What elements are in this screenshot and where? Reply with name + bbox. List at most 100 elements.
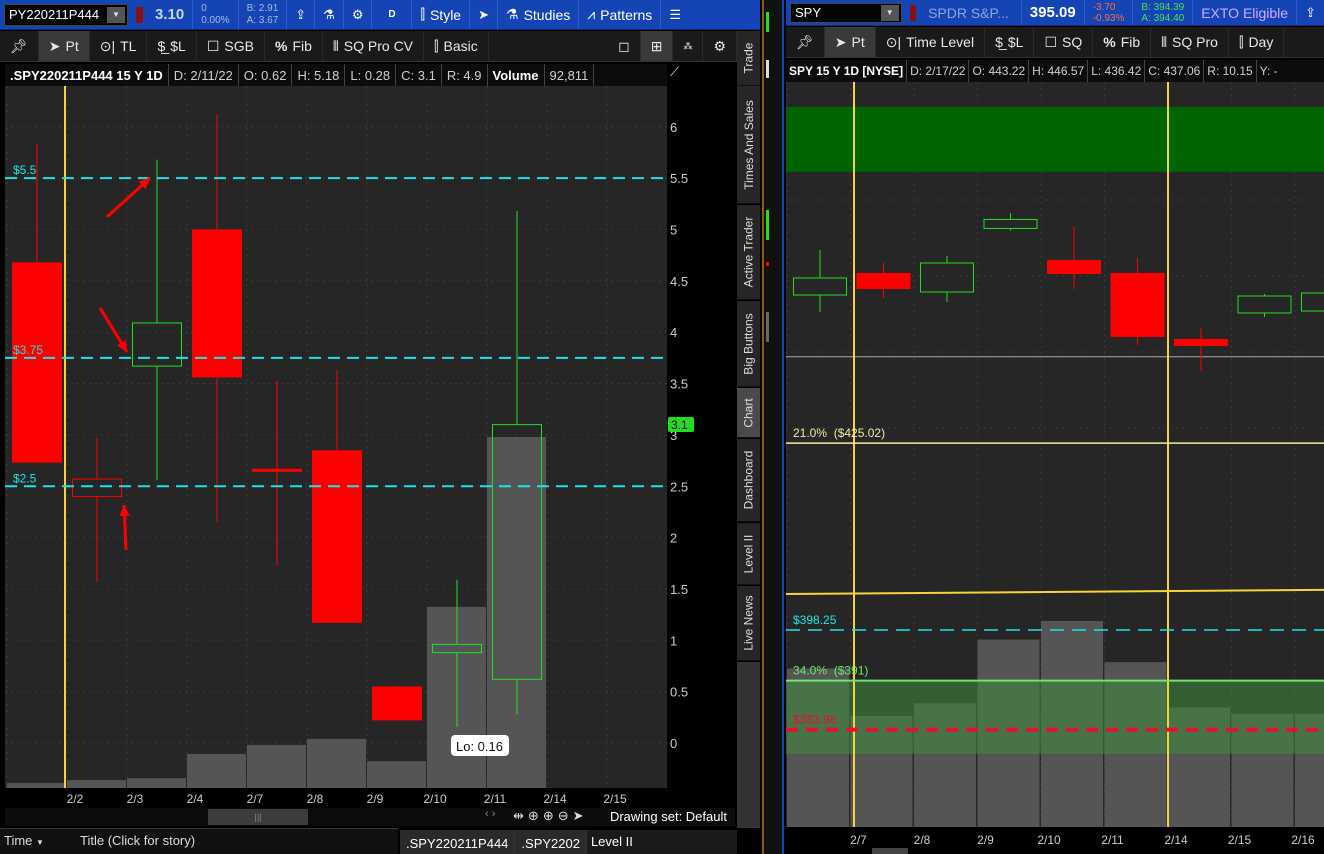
x-tick-label: 2/11 <box>484 792 507 806</box>
side-tab-live-news[interactable]: Live News <box>737 586 760 661</box>
volume-bar <box>247 744 306 788</box>
pan-icon[interactable]: ⇹ <box>513 808 528 823</box>
scroll-arrows[interactable]: ‹ › <box>485 808 496 820</box>
tool-pointer[interactable]: ➤ Pt <box>824 27 876 57</box>
cursor-icon[interactable]: ➤ <box>572 808 588 823</box>
tool-time-level[interactable]: ⊙| Time Level <box>876 27 986 57</box>
share-icon[interactable]: ⇪ <box>1305 4 1316 20</box>
share-icon[interactable]: ⇪ <box>287 0 316 29</box>
right-price-chart[interactable]: 21.0% ($425.02) $398.25 34.0% ($391) $383.9… <box>786 82 1324 854</box>
exto-eligible: EXTO Eligible <box>1193 0 1298 25</box>
studies-button[interactable]: ⚗ Studies <box>498 0 580 29</box>
flag-icon[interactable] <box>136 6 143 23</box>
red-arrow-head-icon <box>138 178 150 190</box>
volume-bar <box>367 761 426 788</box>
sync-icon[interactable]: ⁂ <box>673 31 704 61</box>
side-tab-dashboard[interactable]: Dashboard <box>737 439 760 522</box>
side-tab-big-buttons[interactable]: Big Buttons <box>737 301 760 387</box>
pin-icon[interactable]: 📌︎ <box>786 27 825 57</box>
symbol-input[interactable]: PY220211P444 ▼ <box>4 3 128 26</box>
style-button[interactable]: ⫿ Style <box>412 0 471 29</box>
gear-icon[interactable]: ⚙ <box>344 0 373 29</box>
indicator-mark <box>766 262 769 266</box>
crosshair-icon[interactable]: ⊕ <box>527 808 543 823</box>
candle-body <box>372 686 422 721</box>
tool-sgb[interactable]: ☐ SGB <box>197 31 265 61</box>
tubes-icon: ⫴ <box>332 37 339 54</box>
candle-body <box>12 262 62 463</box>
change-value: -3.70 <box>1092 1 1116 13</box>
trend-line <box>786 588 1324 596</box>
candle-body <box>1301 292 1324 312</box>
aggregation-button[interactable]: D <box>372 0 413 29</box>
tool-fib[interactable]: % Fib <box>265 31 323 61</box>
right-header: SPY ▼ SPDR S&P... 395.09 -3.70 -0.93% B: 3… <box>786 0 1324 26</box>
side-tab-level-ii[interactable]: Level II <box>737 523 760 585</box>
cursor-button[interactable]: ➤ <box>470 0 498 29</box>
indicator-mark <box>766 312 769 342</box>
news-time-column[interactable]: Time ▼ <box>4 833 44 848</box>
flag-icon[interactable] <box>909 4 917 21</box>
tool-sq[interactable]: ☐ SQ <box>1034 27 1094 57</box>
price-level-label: $398.25 <box>793 613 837 627</box>
info-low: L: 436.42 <box>1088 60 1146 82</box>
left-price-chart[interactable]: 0 0.5 1 1.5 2 2.5 3 3.5 4 4.5 5 5.5 6 2/2 2/3 2/4 2/7 2/8… <box>0 86 737 806</box>
tool-pointer[interactable]: ➤ Pt <box>38 31 90 61</box>
last-price-badge-text: 3.1 <box>671 418 688 432</box>
tool-fib[interactable]: % Fib <box>1093 27 1152 57</box>
info-extra: Y: - <box>1259 64 1278 78</box>
horizontal-scrollbar[interactable]: ||| ‹ › ⇹⊕⊕⊖➤ Drawing set: Default <box>5 808 735 826</box>
info-range: R: 4.9 <box>442 64 488 86</box>
chart-style-icon[interactable]: ⟋ <box>670 64 680 79</box>
tool-sq-pro[interactable]: ⫴ SQ Pro <box>1151 27 1229 57</box>
info-close: C: 437.06 <box>1145 60 1205 82</box>
rectangle-icon: ☐ <box>206 37 220 54</box>
zoom-controls[interactable]: ⇹⊕⊕⊖➤ <box>513 808 588 824</box>
x-tick-label: 2/9 <box>367 792 384 806</box>
chevron-down-icon[interactable]: ▼ <box>107 6 125 23</box>
side-tab-chart[interactable]: Chart <box>737 388 760 438</box>
zoom-out-icon[interactable]: ⊖ <box>557 808 573 823</box>
candle-body <box>1237 295 1292 314</box>
x-tick-label: 2/10 <box>423 792 447 806</box>
news-title-column[interactable]: Title (Click for story) <box>80 833 196 848</box>
tool-price-level[interactable]: $̲ $L <box>147 31 197 61</box>
bid: B: 394.39 <box>1141 1 1185 13</box>
bottom-tab[interactable]: .SPY2202 <box>515 830 587 854</box>
side-tab-active-trader[interactable]: Active Trader <box>737 205 760 300</box>
symbol-input[interactable]: SPY ▼ <box>790 2 902 23</box>
price-level-label: $5.5 <box>13 163 37 177</box>
price-level-label: $383.98 <box>793 713 837 727</box>
indicator-mark <box>766 60 769 78</box>
chevron-down-icon[interactable]: ▼ <box>880 4 899 21</box>
tool-day[interactable]: ⫿ Day <box>1229 27 1285 57</box>
patterns-button[interactable]: ⩘ Patterns <box>579 0 662 29</box>
tool-basic[interactable]: ⫿ Basic <box>424 31 489 61</box>
price-level-label: $3.75 <box>13 343 43 357</box>
flask-icon[interactable]: ⚗ <box>315 0 344 29</box>
bottom-tab[interactable]: Level II <box>590 834 633 849</box>
scroll-thumb[interactable]: ||| <box>208 809 308 825</box>
drawing-set-selector[interactable]: Drawing set: Default <box>609 809 727 824</box>
single-layout-icon[interactable]: ◻ <box>608 31 641 61</box>
volume-value: 92,811 <box>545 64 595 86</box>
gear-icon[interactable]: ⚙ <box>703 31 737 61</box>
flask-icon: ⚗ <box>506 6 519 22</box>
zoom-in-icon[interactable]: ⊕ <box>542 808 558 823</box>
side-tab-times-and-sales[interactable]: Times And Sales <box>737 86 760 204</box>
tool-trendline[interactable]: ⊙| TL <box>90 31 148 61</box>
side-tab-trade[interactable]: Trade <box>737 31 760 86</box>
grid-layout-icon[interactable]: ⊞ <box>640 31 674 61</box>
price-level-label: 21.0% ($425.02) <box>793 426 885 440</box>
menu-icon[interactable]: ☰ <box>669 6 681 22</box>
bottom-tab[interactable]: .SPY220211P444 <box>400 830 516 854</box>
tab-label: Big Buttons <box>741 312 756 375</box>
pin-icon[interactable]: 📌︎ <box>0 31 39 61</box>
tool-sq-pro-cv[interactable]: ⫴ SQ Pro CV <box>323 31 425 61</box>
info-date: D: 2/11/22 <box>169 64 239 86</box>
info-range: R: 10.15 <box>1204 60 1257 82</box>
tool-price-level[interactable]: $̲ $L <box>985 27 1035 57</box>
cursor-icon: ➤ <box>834 33 847 50</box>
y-tick-label: 5.5 <box>670 171 688 186</box>
ask: A: 3.67 <box>246 14 279 26</box>
